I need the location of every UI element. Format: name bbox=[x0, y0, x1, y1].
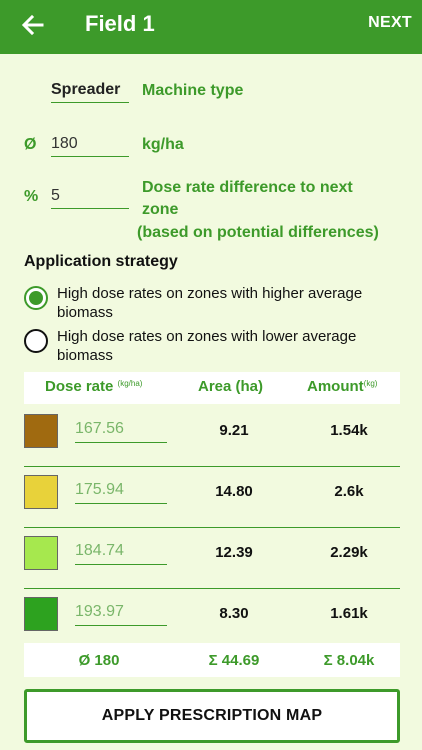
table-row: 184.74 12.39 2.29k bbox=[24, 528, 400, 589]
zone-dose-rate-input[interactable]: 175.94 bbox=[75, 481, 167, 504]
dose-difference-label-line2: zone bbox=[142, 201, 179, 218]
percent-icon: % bbox=[24, 188, 39, 205]
app-bar: Field 1 NEXT bbox=[0, 0, 422, 54]
total-area: Σ 44.69 bbox=[208, 652, 260, 669]
dose-rate-input[interactable]: 180 bbox=[51, 135, 129, 157]
zone-amount: 2.6k bbox=[334, 483, 364, 500]
zone-dose-rate-input[interactable]: 167.56 bbox=[75, 420, 167, 443]
dose-rate-unit: kg/ha bbox=[142, 136, 184, 153]
zone-amount: 2.29k bbox=[330, 544, 368, 561]
table-row: 193.97 8.30 1.61k bbox=[24, 589, 400, 650]
zone-area: 9.21 bbox=[219, 422, 249, 439]
average-icon: Ø bbox=[24, 136, 37, 153]
zone-amount: 1.54k bbox=[330, 422, 368, 439]
zone-area: 14.80 bbox=[215, 483, 253, 500]
total-average-rate: Ø 180 bbox=[78, 652, 120, 669]
zone-area: 8.30 bbox=[219, 605, 249, 622]
back-arrow-icon[interactable] bbox=[18, 10, 48, 40]
dose-difference-input[interactable]: 5 bbox=[51, 187, 129, 209]
zone-area: 12.39 bbox=[215, 544, 253, 561]
zone-color-swatch[interactable] bbox=[24, 414, 58, 448]
machine-type-label: Machine type bbox=[142, 82, 244, 99]
radio-checked-icon[interactable] bbox=[24, 286, 48, 310]
header-amount-unit: (kg) bbox=[363, 379, 378, 388]
zone-dose-rate-input[interactable]: 184.74 bbox=[75, 542, 167, 565]
total-amount: Σ 8.04k bbox=[323, 652, 375, 669]
radio-unchecked-icon[interactable] bbox=[24, 329, 48, 353]
machine-type-field[interactable]: Spreader bbox=[51, 81, 129, 103]
zone-color-swatch[interactable] bbox=[24, 597, 58, 631]
header-amount-label: Amount bbox=[307, 378, 364, 395]
header-amount: Amount(kg) bbox=[307, 378, 377, 395]
table-row: 175.94 14.80 2.6k bbox=[24, 467, 400, 528]
header-dose-rate-label: Dose rate bbox=[45, 378, 114, 395]
zone-color-swatch[interactable] bbox=[24, 536, 58, 570]
next-button[interactable]: NEXT bbox=[368, 14, 412, 31]
header-dose-rate-unit: (kg/ha) bbox=[117, 379, 143, 388]
zones-table-totals: Ø 180 Σ 44.69 Σ 8.04k bbox=[24, 643, 400, 677]
page-title: Field 1 bbox=[85, 11, 155, 36]
dose-difference-label-line1: Dose rate difference to next bbox=[142, 179, 353, 196]
zone-amount: 1.61k bbox=[330, 605, 368, 622]
strategy-option-label: High dose rates on zones with lower aver… bbox=[57, 328, 357, 364]
zone-color-swatch[interactable] bbox=[24, 475, 58, 509]
application-strategy-title: Application strategy bbox=[24, 253, 178, 270]
dose-difference-note: (based on potential differences) bbox=[137, 224, 379, 241]
header-dose-rate: Dose rate (kg/ha) bbox=[45, 378, 142, 395]
strategy-option-label: High dose rates on zones with higher ave… bbox=[57, 285, 363, 321]
table-row: 167.56 9.21 1.54k bbox=[24, 406, 400, 467]
zones-table-header: Dose rate (kg/ha) Area (ha) Amount(kg) bbox=[24, 372, 400, 404]
apply-prescription-map-button[interactable]: APPLY PRESCRIPTION MAP bbox=[24, 689, 400, 743]
header-area: Area (ha) bbox=[198, 378, 264, 395]
zone-dose-rate-input[interactable]: 193.97 bbox=[75, 603, 167, 626]
